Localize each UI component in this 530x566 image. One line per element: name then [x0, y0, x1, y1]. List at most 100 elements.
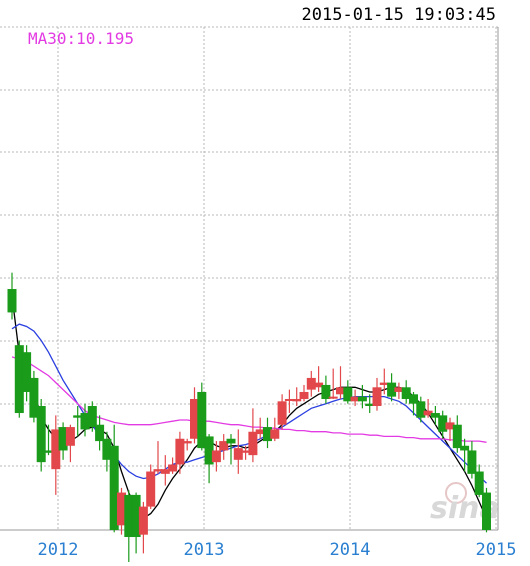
candle [190, 387, 199, 444]
candle-body [482, 492, 491, 530]
candle-body [270, 429, 280, 439]
candle-body [87, 406, 97, 428]
candle [357, 384, 367, 409]
candle-body [44, 450, 53, 453]
candle [138, 501, 148, 554]
candle [482, 487, 491, 533]
candle [51, 415, 61, 495]
candle [109, 424, 119, 533]
candle-body [117, 492, 126, 526]
candle-body [460, 445, 470, 451]
candle [175, 431, 185, 474]
candle [394, 382, 404, 399]
candle [306, 370, 316, 397]
candle [416, 396, 426, 423]
candle [284, 389, 294, 414]
candle-body [102, 438, 112, 460]
candle-body [306, 377, 316, 390]
candle [401, 380, 411, 404]
candle [460, 438, 470, 472]
candle [270, 417, 280, 442]
candle-body [175, 438, 185, 465]
candle-body [233, 448, 243, 460]
candle-body [80, 413, 90, 430]
candle [95, 415, 105, 451]
candle [277, 394, 287, 430]
candle-body [58, 427, 68, 451]
candle [211, 441, 221, 472]
candle-body [248, 431, 258, 456]
candle-body [219, 441, 229, 451]
candle-body [452, 424, 462, 449]
candle [65, 424, 75, 463]
candle-body [160, 469, 170, 474]
candle-body [372, 387, 382, 407]
candle-body [95, 424, 105, 442]
candle-body [241, 450, 251, 453]
candle [233, 429, 243, 474]
candle-body [124, 494, 134, 538]
candle-body [73, 415, 83, 418]
candle-body [14, 345, 24, 414]
candle [372, 377, 382, 411]
candle [299, 384, 309, 402]
timestamp: 2015-01-15 19:03:45 [302, 5, 496, 25]
candle [80, 403, 90, 437]
candle-body [146, 471, 156, 507]
candle [131, 492, 141, 554]
candle-body [423, 410, 433, 416]
x-axis: 2012 2013 2014 2015 [38, 540, 517, 560]
candle [255, 417, 265, 439]
candle [474, 464, 484, 498]
candle-body [226, 438, 236, 444]
candle-body [277, 401, 287, 425]
candle [102, 431, 112, 472]
x-tick-label: 2015 [476, 540, 517, 560]
candle [452, 415, 462, 453]
x-tick-label: 2013 [184, 540, 225, 560]
candle-body [394, 387, 404, 392]
candle-body [357, 396, 367, 402]
candle [44, 424, 53, 456]
candle [467, 441, 477, 479]
candle [197, 382, 207, 451]
ma-line-black [11, 295, 488, 520]
candle [22, 345, 32, 402]
candle [423, 398, 433, 418]
candle [241, 445, 251, 460]
candle-body [109, 445, 119, 530]
candle-body [416, 401, 426, 418]
candle-body [365, 403, 375, 407]
candle [409, 391, 418, 416]
candle [29, 370, 39, 423]
candle-body [350, 396, 360, 402]
candle [219, 434, 229, 460]
candle-body [138, 506, 148, 535]
candle-body [263, 427, 272, 442]
candle-body [168, 464, 178, 472]
x-tick-label: 2014 [330, 540, 371, 560]
candle-body [401, 387, 411, 399]
candle-body [343, 387, 353, 402]
candle [365, 394, 375, 414]
candle [292, 387, 302, 407]
candle-body [387, 382, 397, 397]
candle [430, 406, 440, 425]
candle [87, 401, 97, 432]
candle-body [204, 436, 214, 465]
candle-body [153, 469, 163, 472]
candle [146, 464, 156, 509]
sina-eye-logo-icon [445, 482, 467, 504]
candle [36, 398, 46, 472]
moving-average-lines [11, 295, 488, 520]
candle [438, 410, 448, 439]
candle [387, 373, 397, 402]
candle [124, 490, 134, 566]
candle-body [211, 450, 221, 463]
candle [263, 417, 272, 449]
candle [248, 408, 258, 463]
candle [328, 368, 338, 399]
candle [343, 380, 353, 404]
